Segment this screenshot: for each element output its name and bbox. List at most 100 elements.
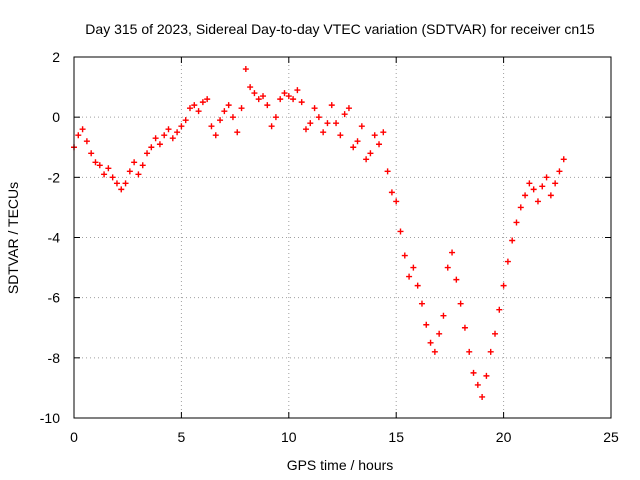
data-point <box>466 348 473 355</box>
data-point <box>414 282 421 289</box>
data-point <box>401 252 408 259</box>
data-point <box>212 132 219 139</box>
data-point <box>139 162 146 169</box>
data-point <box>234 129 241 136</box>
data-point <box>225 102 232 109</box>
data-point <box>522 192 529 199</box>
data-point <box>358 123 365 130</box>
data-point <box>191 102 198 109</box>
data-series <box>71 66 567 400</box>
data-point <box>307 120 314 127</box>
data-point <box>221 108 228 115</box>
data-point <box>113 180 120 187</box>
data-point <box>496 306 503 313</box>
data-point <box>492 330 499 337</box>
data-point <box>131 159 138 166</box>
data-point <box>96 162 103 169</box>
data-point <box>453 276 460 283</box>
data-point <box>384 168 391 175</box>
data-point <box>122 180 129 187</box>
data-point <box>242 66 249 73</box>
data-point <box>277 96 284 103</box>
data-point <box>509 237 516 244</box>
data-point <box>354 138 361 145</box>
data-point <box>92 159 99 166</box>
y-tick-label: -2 <box>48 169 61 185</box>
data-point <box>217 117 224 124</box>
data-point <box>479 393 486 400</box>
data-point <box>427 339 434 346</box>
data-point <box>376 141 383 148</box>
data-point <box>174 129 181 136</box>
data-point <box>264 102 271 109</box>
data-point <box>350 144 357 151</box>
data-point <box>556 168 563 175</box>
data-point <box>109 174 116 181</box>
data-point <box>431 348 438 355</box>
data-point <box>423 321 430 328</box>
data-point <box>208 123 215 130</box>
x-tick-label: 15 <box>388 429 404 445</box>
data-point <box>363 156 370 163</box>
data-point <box>393 198 400 205</box>
data-point <box>470 369 477 376</box>
data-point <box>88 150 95 157</box>
x-tick-label: 10 <box>281 429 297 445</box>
data-point <box>272 114 279 121</box>
data-point <box>436 330 443 337</box>
y-axis-label: SDTVAR / TECUs <box>5 182 21 294</box>
x-tick-label: 0 <box>70 429 78 445</box>
data-point <box>311 105 318 112</box>
data-point <box>324 120 331 127</box>
data-point <box>333 120 340 127</box>
data-point <box>367 150 374 157</box>
y-tick-label: 0 <box>52 109 60 125</box>
data-point <box>118 186 125 193</box>
y-tick-label: -10 <box>40 410 60 426</box>
x-tick-label: 5 <box>178 429 186 445</box>
data-point <box>418 300 425 307</box>
data-point <box>105 165 112 172</box>
y-tick-label: -8 <box>48 350 61 366</box>
data-point <box>268 123 275 130</box>
data-point <box>440 312 447 319</box>
x-tick-label: 25 <box>603 429 619 445</box>
data-point <box>560 156 567 163</box>
data-point <box>410 264 417 271</box>
data-point <box>341 111 348 118</box>
y-tick-label: 2 <box>52 49 60 65</box>
series-sdtvar <box>71 66 567 400</box>
data-point <box>178 123 185 130</box>
data-point <box>483 372 490 379</box>
data-point <box>380 129 387 136</box>
data-point <box>281 90 288 97</box>
axis-ticks: 0 5 10 15 20 25 -10 -8 -6 -4 -2 0 2 <box>40 49 619 445</box>
chart-title: Day 315 of 2023, Sidereal Day-to-day VTE… <box>85 21 595 37</box>
x-tick-label: 20 <box>496 429 512 445</box>
data-point <box>302 126 309 133</box>
data-point <box>165 126 172 133</box>
data-point <box>457 300 464 307</box>
data-point <box>534 198 541 205</box>
data-point <box>474 381 481 388</box>
data-point <box>186 105 193 112</box>
data-point <box>530 186 537 193</box>
data-point <box>406 273 413 280</box>
data-point <box>79 126 86 133</box>
data-point <box>148 144 155 151</box>
data-point <box>547 192 554 199</box>
data-point <box>298 99 305 106</box>
data-point <box>517 204 524 211</box>
data-point <box>101 171 108 178</box>
data-point <box>229 114 236 121</box>
y-tick-label: -4 <box>48 230 61 246</box>
data-point <box>543 174 550 181</box>
data-point <box>444 264 451 271</box>
data-point <box>251 90 258 97</box>
data-point <box>328 102 335 109</box>
x-axis-label: GPS time / hours <box>287 457 394 473</box>
data-point <box>195 108 202 115</box>
data-point <box>75 132 82 139</box>
data-point <box>294 87 301 94</box>
